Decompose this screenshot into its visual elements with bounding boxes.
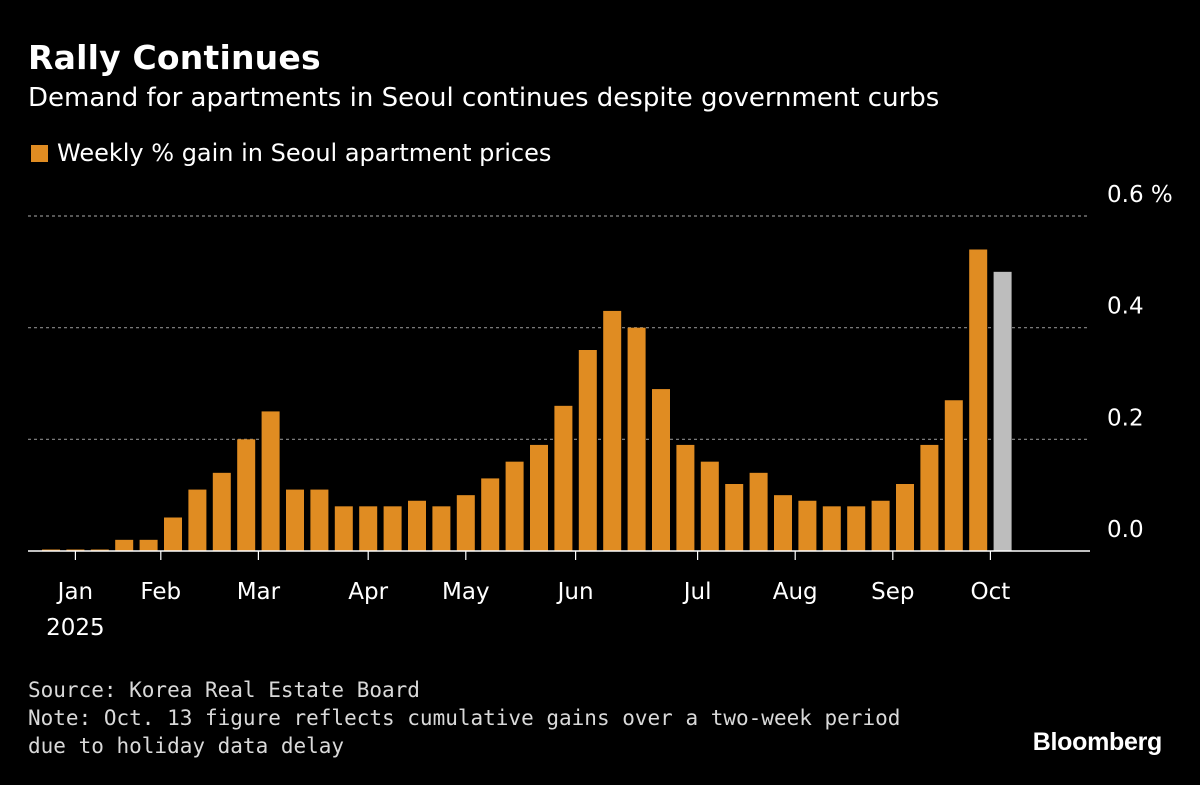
bar	[212, 472, 231, 551]
bar-highlight	[993, 271, 1012, 551]
x-tick-label: Aug	[773, 579, 818, 605]
bar	[432, 506, 451, 551]
bar	[725, 484, 744, 551]
bar	[578, 350, 597, 551]
bar	[798, 500, 817, 551]
bar	[359, 506, 378, 551]
bar	[481, 478, 500, 551]
source-note: Source: Korea Real Estate Board	[28, 678, 420, 702]
x-tick-label: Jan	[56, 579, 93, 605]
bar	[871, 500, 890, 551]
legend: Weekly % gain in Seoul apartment prices	[31, 139, 551, 167]
bar	[969, 249, 988, 551]
bar	[237, 439, 256, 551]
bar	[530, 444, 548, 551]
bar	[652, 389, 670, 551]
bar	[383, 506, 402, 551]
bar	[676, 444, 695, 551]
bloomberg-logo: Bloomberg	[1032, 728, 1163, 756]
x-tick-label: Jul	[682, 579, 712, 605]
bar	[261, 411, 280, 551]
legend-label: Weekly % gain in Seoul apartment prices	[57, 139, 552, 167]
bar	[139, 539, 158, 551]
bar	[188, 489, 207, 551]
x-tick-label: Mar	[237, 579, 281, 605]
legend-swatch	[31, 144, 48, 162]
x-tick-label: May	[442, 579, 490, 605]
bar	[115, 539, 134, 551]
x-tick-label: Apr	[348, 579, 388, 605]
bar	[456, 495, 475, 551]
bar	[944, 400, 963, 551]
y-tick-label: 0.6 %	[1107, 182, 1173, 208]
bar	[896, 484, 914, 551]
bar	[847, 506, 866, 551]
x-tick-label: Feb	[140, 579, 181, 605]
bar	[334, 506, 353, 551]
y-tick-label: 0.2	[1107, 405, 1144, 431]
x-tick-sublabel: 2025	[46, 615, 105, 641]
bar	[822, 506, 841, 551]
footnote: Note: Oct. 13 figure reflects cumulative…	[28, 706, 901, 758]
y-tick-label: 0.0	[1107, 517, 1144, 543]
bar	[286, 489, 304, 551]
bar	[554, 405, 573, 551]
bar	[603, 310, 622, 551]
bar	[408, 500, 426, 551]
bar	[700, 461, 719, 551]
y-tick-label: 0.4	[1107, 294, 1144, 320]
x-tick-label: Jun	[556, 579, 594, 605]
chart-subtitle: Demand for apartments in Seoul continues…	[28, 83, 940, 113]
bar	[749, 472, 768, 551]
x-tick-label: Sep	[871, 579, 914, 605]
bar	[310, 489, 329, 551]
bar	[774, 495, 792, 551]
bar	[164, 517, 182, 551]
chart-title: Rally Continues	[28, 38, 321, 77]
x-tick-label: Oct	[971, 579, 1011, 605]
bar	[627, 327, 646, 551]
bar	[505, 461, 524, 551]
bar	[920, 444, 939, 551]
